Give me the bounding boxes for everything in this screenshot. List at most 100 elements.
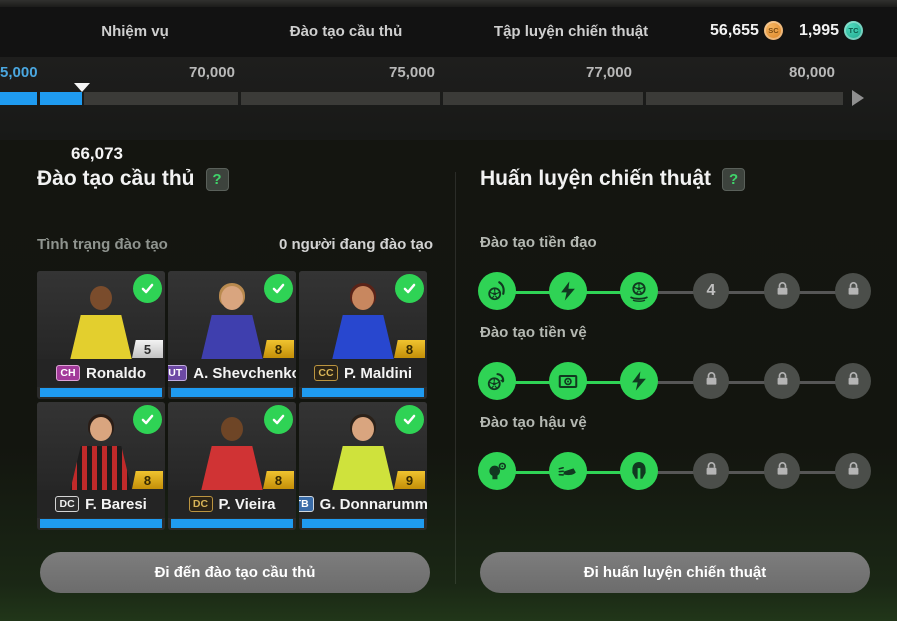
training-progress-bar [171,388,293,397]
player-name-row: UT A. Shevchenko [168,359,296,387]
track-connector [639,380,711,384]
player-card[interactable]: 8 UT A. Shevchenko [168,271,296,399]
tactic-training-title: Huấn luyện chiến thuật [480,167,712,190]
player-card[interactable]: 9 TB G. Donnarumma [299,402,427,530]
skill-node-ball-curve-icon[interactable] [478,362,516,400]
skill-node-locked[interactable] [693,453,729,489]
node-count-label: 4 [706,282,716,299]
milestone-label: 80,000 [789,64,835,81]
skill-node-ball-kick-icon[interactable] [478,272,516,310]
lock-icon [773,279,792,303]
skill-track [478,452,878,492]
skill-node-locked[interactable] [693,363,729,399]
track-connector [497,470,568,474]
help-icon[interactable]: ? [722,167,746,191]
track-label: Đào tạo hậu vệ [480,414,587,431]
milestones-next-arrow-icon[interactable] [852,90,864,106]
position-badge: CC [313,365,338,381]
currency-display: 56,655 SC 1,995 TC [710,21,863,40]
go-to-tactic-training-button[interactable]: Đi huấn luyện chiến thuật [480,552,870,593]
track-connector [639,290,711,294]
skill-node-lightning-icon[interactable] [620,362,658,400]
skill-node-goal-target-icon[interactable] [549,362,587,400]
position-badge: CH [56,365,80,381]
milestone-progress-bar: 66,073 [0,83,897,163]
skill-node-ball-spin-icon[interactable] [620,272,658,310]
player-card-grid: 5 CH Ronaldo 8 UT A. Shevchenko [37,271,427,530]
skill-track [478,362,878,402]
player-name: F. Baresi [85,495,147,513]
track-connector [568,290,639,294]
progress-segment [0,92,37,105]
skill-node-slide-tackle-icon[interactable] [549,452,587,490]
main-content: Đào tạo cầu thủ ? Tình trạng đào tạo 0 n… [0,140,897,621]
track-connector [568,470,639,474]
track-label: Đào tạo tiền vệ [480,324,587,341]
position-badge: DC [188,496,213,512]
track-connector [568,380,639,384]
help-icon[interactable]: ? [205,167,229,191]
nav-item-0[interactable]: Nhiệm vụ [101,23,169,40]
currency-amount: 1,995 [798,21,839,39]
track-connector [639,470,711,474]
skill-node-helmet-icon[interactable] [620,452,658,490]
check-icon [133,274,162,303]
nav-item-2[interactable]: Tập luyện chiến thuật [493,23,649,40]
skill-node-locked[interactable] [764,363,800,399]
skill-node-count[interactable]: 4 [693,273,729,309]
level-badge: 8 [394,340,425,358]
track-connector [497,290,568,294]
player-name-row: TB G. Donnarumma [299,490,427,518]
player-card[interactable]: 8 DC P. Vieira [168,402,296,530]
milestone-label: 70,000 [189,64,235,81]
milestone-label: 77,000 [586,64,632,81]
top-edge-strip [0,0,897,7]
player-jersey [69,446,133,490]
player-name-row: DC F. Baresi [37,490,165,518]
position-badge: TB [299,496,314,512]
skill-node-locked[interactable] [835,453,871,489]
skill-node-locked[interactable] [835,273,871,309]
check-icon [395,274,424,303]
top-nav-bar: Nhiệm vụ Đào tạo cầu thủ Tập luyện chiến t… [0,7,897,57]
skill-node-locked[interactable] [835,363,871,399]
tc-coin-icon: TC [844,21,863,40]
track-connector [782,290,853,294]
training-progress-bar [40,519,162,528]
player-name-row: CC P. Maldini [299,359,427,387]
lock-icon [844,459,863,483]
progress-segment [443,92,643,105]
level-badge: 9 [394,471,425,489]
skill-node-lightning-icon[interactable] [549,272,587,310]
track-connector [711,290,782,294]
skill-node-locked[interactable] [764,273,800,309]
check-icon [264,274,293,303]
training-count-label: 0 người đang đào tạo [278,236,433,253]
player-name-row: DC P. Vieira [168,490,296,518]
player-jersey [331,315,395,359]
level-badge: 8 [132,471,163,489]
level-badge: 5 [132,340,163,358]
lock-icon [702,369,721,393]
player-card[interactable]: 5 CH Ronaldo [37,271,165,399]
current-progress-marker-icon [74,83,90,92]
skill-node-header-icon[interactable] [478,452,516,490]
player-name: A. Shevchenko [193,364,296,382]
player-training-panel: Đào tạo cầu thủ ? Tình trạng đào tạo 0 n… [20,140,456,621]
current-progress-value: 66,073 [71,144,123,163]
go-to-player-training-button[interactable]: Đi đến đào tạo cầu thủ [40,552,430,593]
milestone-label: 75,000 [389,64,435,81]
player-card[interactable]: 8 CC P. Maldini [299,271,427,399]
track-connector [782,470,853,474]
nav-item-1[interactable]: Đào tạo cầu thủ [289,23,403,40]
training-progress-bar [171,519,293,528]
player-name-row: CH Ronaldo [37,359,165,387]
player-card[interactable]: 8 DC F. Baresi [37,402,165,530]
position-badge: UT [168,365,188,381]
skill-node-locked[interactable] [764,453,800,489]
training-progress-bar [40,388,162,397]
training-status-label: Tình trạng đào tạo [37,236,168,253]
currency-amount: 56,655 [710,21,759,39]
track-connector [711,470,782,474]
